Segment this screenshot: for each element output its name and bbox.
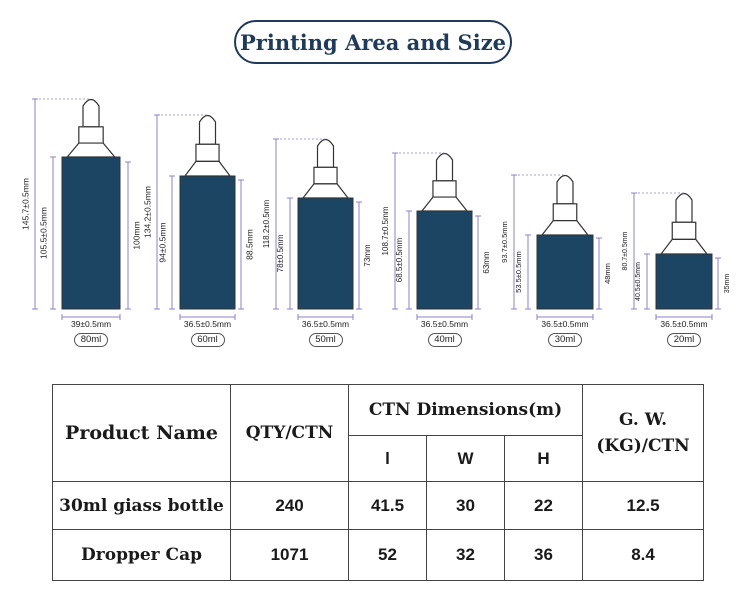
row-qty: 1071 — [230, 529, 349, 581]
dropper-bulb — [198, 114, 217, 145]
row-h: 22 — [503, 481, 584, 530]
spec-table: Product Name QTY/CTN CTN Dimensions(m) G… — [52, 384, 705, 581]
row-gw: 8.4 — [582, 529, 705, 581]
print-height-label: 88.5mm — [244, 229, 254, 260]
bottle-diagram: 145.7±0.5mm 105.5±0.5mm 100mm 39±0.5mm 134.2… — [20, 98, 731, 329]
header-gw-line1: G. W. — [618, 410, 668, 430]
row-gw: 12.5 — [582, 481, 705, 530]
dropper-shoulder — [301, 183, 350, 199]
bottle-body — [416, 210, 473, 310]
header-h: H — [503, 435, 584, 482]
bottle-body — [61, 156, 121, 310]
bottle-size-label: 80ml — [74, 333, 108, 347]
row-h: 36 — [503, 529, 584, 581]
dropper-collar — [432, 180, 457, 198]
row-w: 32 — [426, 529, 505, 581]
header-gw-line2: (KG)/CTN — [596, 436, 690, 456]
total-height-label: 108.7±0.5mm — [381, 206, 390, 255]
dropper-bulb — [316, 138, 335, 168]
print-height-label: 35mm — [724, 274, 731, 294]
width-label: 36.5±0.5mm — [184, 319, 231, 329]
bottle-body — [655, 253, 713, 310]
print-height-label: 63mm — [482, 251, 491, 274]
row-qty: 240 — [230, 481, 349, 530]
dropper-shoulder — [65, 142, 117, 158]
header-gw: G. W. (KG)/CTN — [582, 384, 705, 482]
dropper-collar — [195, 143, 220, 162]
dropper-bulb — [82, 98, 100, 128]
total-height-label: 80.7±0.5mm — [622, 231, 629, 270]
print-height-label: 100mm — [131, 221, 141, 249]
dropper-collar — [313, 166, 338, 185]
width-label: 36.5±0.5mm — [302, 319, 349, 329]
bottle-body — [536, 234, 594, 310]
bottle-body — [297, 197, 354, 310]
total-height-label: 145.7±0.5mm — [20, 178, 30, 230]
print-height-label: 48mm — [603, 263, 612, 284]
row-w: 30 — [426, 481, 505, 530]
body-height-label: 105.5±0.5mm — [38, 207, 48, 259]
header-w: W — [426, 435, 505, 482]
print-height-label: 73mm — [363, 244, 372, 267]
dropper-collar — [671, 221, 697, 240]
dropper-collar — [552, 203, 578, 222]
table-row: Dropper Cap 1071 52 32 36 8.4 — [52, 529, 705, 581]
header-product-name: Product Name — [52, 384, 231, 482]
total-height-label: 93.7±0.5mm — [500, 221, 509, 263]
bottle-size-label: 20ml — [667, 333, 701, 347]
dropper-shoulder — [420, 196, 469, 212]
dropper-collar — [78, 126, 104, 144]
title-banner: Printing Area and Size — [234, 20, 512, 64]
body-height-label: 53.5±0.5mm — [514, 251, 523, 293]
bottle-size-label: 50ml — [308, 333, 343, 347]
dropper-bulb — [675, 192, 693, 223]
body-height-label: 68.5±0.5mm — [395, 237, 404, 282]
body-height-label: 78±0.5mm — [276, 234, 285, 272]
width-label: 36.5±0.5mm — [541, 319, 588, 329]
header-ctn-dimensions: CTN Dimensions(m) — [347, 384, 584, 436]
row-name: Dropper Cap — [52, 529, 231, 581]
bottle-size-label: 30ml — [548, 333, 582, 347]
total-height-label: 134.2±0.5mm — [142, 186, 152, 238]
bottle-size-label: 40ml — [427, 333, 462, 347]
dropper-bulb — [556, 174, 574, 205]
width-label: 36.5±0.5mm — [660, 319, 707, 329]
width-label: 36.5±0.5mm — [421, 319, 468, 329]
dropper-shoulder — [183, 160, 232, 177]
header-l: l — [348, 435, 427, 482]
dropper-bulb — [435, 152, 454, 182]
width-label: 39±0.5mm — [71, 319, 111, 329]
table-row: 30ml giass bottle 240 41.5 30 22 12.5 — [52, 481, 705, 530]
total-height-label: 118.2±0.5mm — [262, 200, 271, 249]
header-qty: QTY/CTN — [230, 384, 349, 482]
body-height-label: 94±0.5mm — [157, 222, 167, 262]
row-l: 52 — [348, 529, 427, 581]
bottle-body — [179, 175, 236, 310]
page-title: Printing Area and Size — [240, 29, 506, 55]
bottle-size-label: 60ml — [190, 333, 225, 347]
body-height-label: 40.5±0.5mm — [635, 262, 642, 301]
dropper-shoulder — [540, 220, 590, 236]
row-l: 41.5 — [348, 481, 427, 530]
dropper-shoulder — [659, 238, 709, 255]
row-name: 30ml giass bottle — [52, 481, 231, 530]
